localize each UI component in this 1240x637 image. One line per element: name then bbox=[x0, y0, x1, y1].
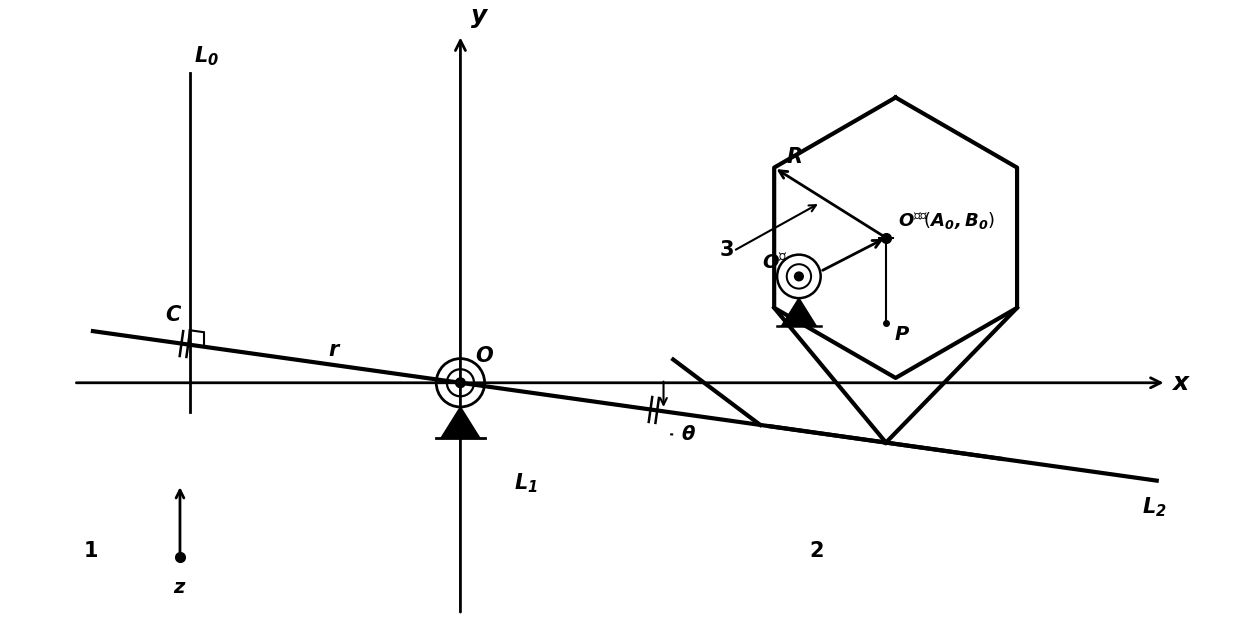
Text: $\bfit{z}$: $\bfit{z}$ bbox=[174, 578, 187, 597]
Circle shape bbox=[455, 378, 465, 387]
Text: $\mathbf{1}$: $\mathbf{1}$ bbox=[83, 541, 98, 561]
Text: $\bfit{x}$: $\bfit{x}$ bbox=[1172, 371, 1192, 395]
Text: $\bfit{C}$: $\bfit{C}$ bbox=[165, 305, 182, 326]
Text: $\bfit{\theta}$: $\bfit{\theta}$ bbox=[681, 425, 696, 444]
Text: $\bfit{O}$: $\bfit{O}$ bbox=[475, 345, 494, 366]
Text: $\bfit{L}_1$: $\bfit{L}_1$ bbox=[513, 471, 538, 495]
Text: $\bfit{L}_0$: $\bfit{L}_0$ bbox=[195, 45, 219, 68]
Text: $\mathbf{2}$: $\mathbf{2}$ bbox=[808, 541, 823, 561]
Text: $\bfit{r}$: $\bfit{r}$ bbox=[329, 340, 341, 360]
Circle shape bbox=[795, 272, 804, 281]
Polygon shape bbox=[441, 407, 480, 438]
Text: $\bfit{y}$: $\bfit{y}$ bbox=[470, 6, 490, 30]
Text: $\bfit{O'}$: $\bfit{O'}$ bbox=[763, 253, 789, 273]
Text: $\bfit{P}$: $\bfit{P}$ bbox=[894, 326, 910, 344]
Text: $\bfit{L}_2$: $\bfit{L}_2$ bbox=[1142, 496, 1167, 519]
Text: $\mathbf{3}$: $\mathbf{3}$ bbox=[719, 240, 734, 260]
Text: $\bfit{O''\!\left(A_0,B_0\right)}$: $\bfit{O''\!\left(A_0,B_0\right)}$ bbox=[898, 210, 994, 231]
Text: $\bfit{R}$: $\bfit{R}$ bbox=[786, 147, 802, 167]
Polygon shape bbox=[781, 298, 816, 326]
